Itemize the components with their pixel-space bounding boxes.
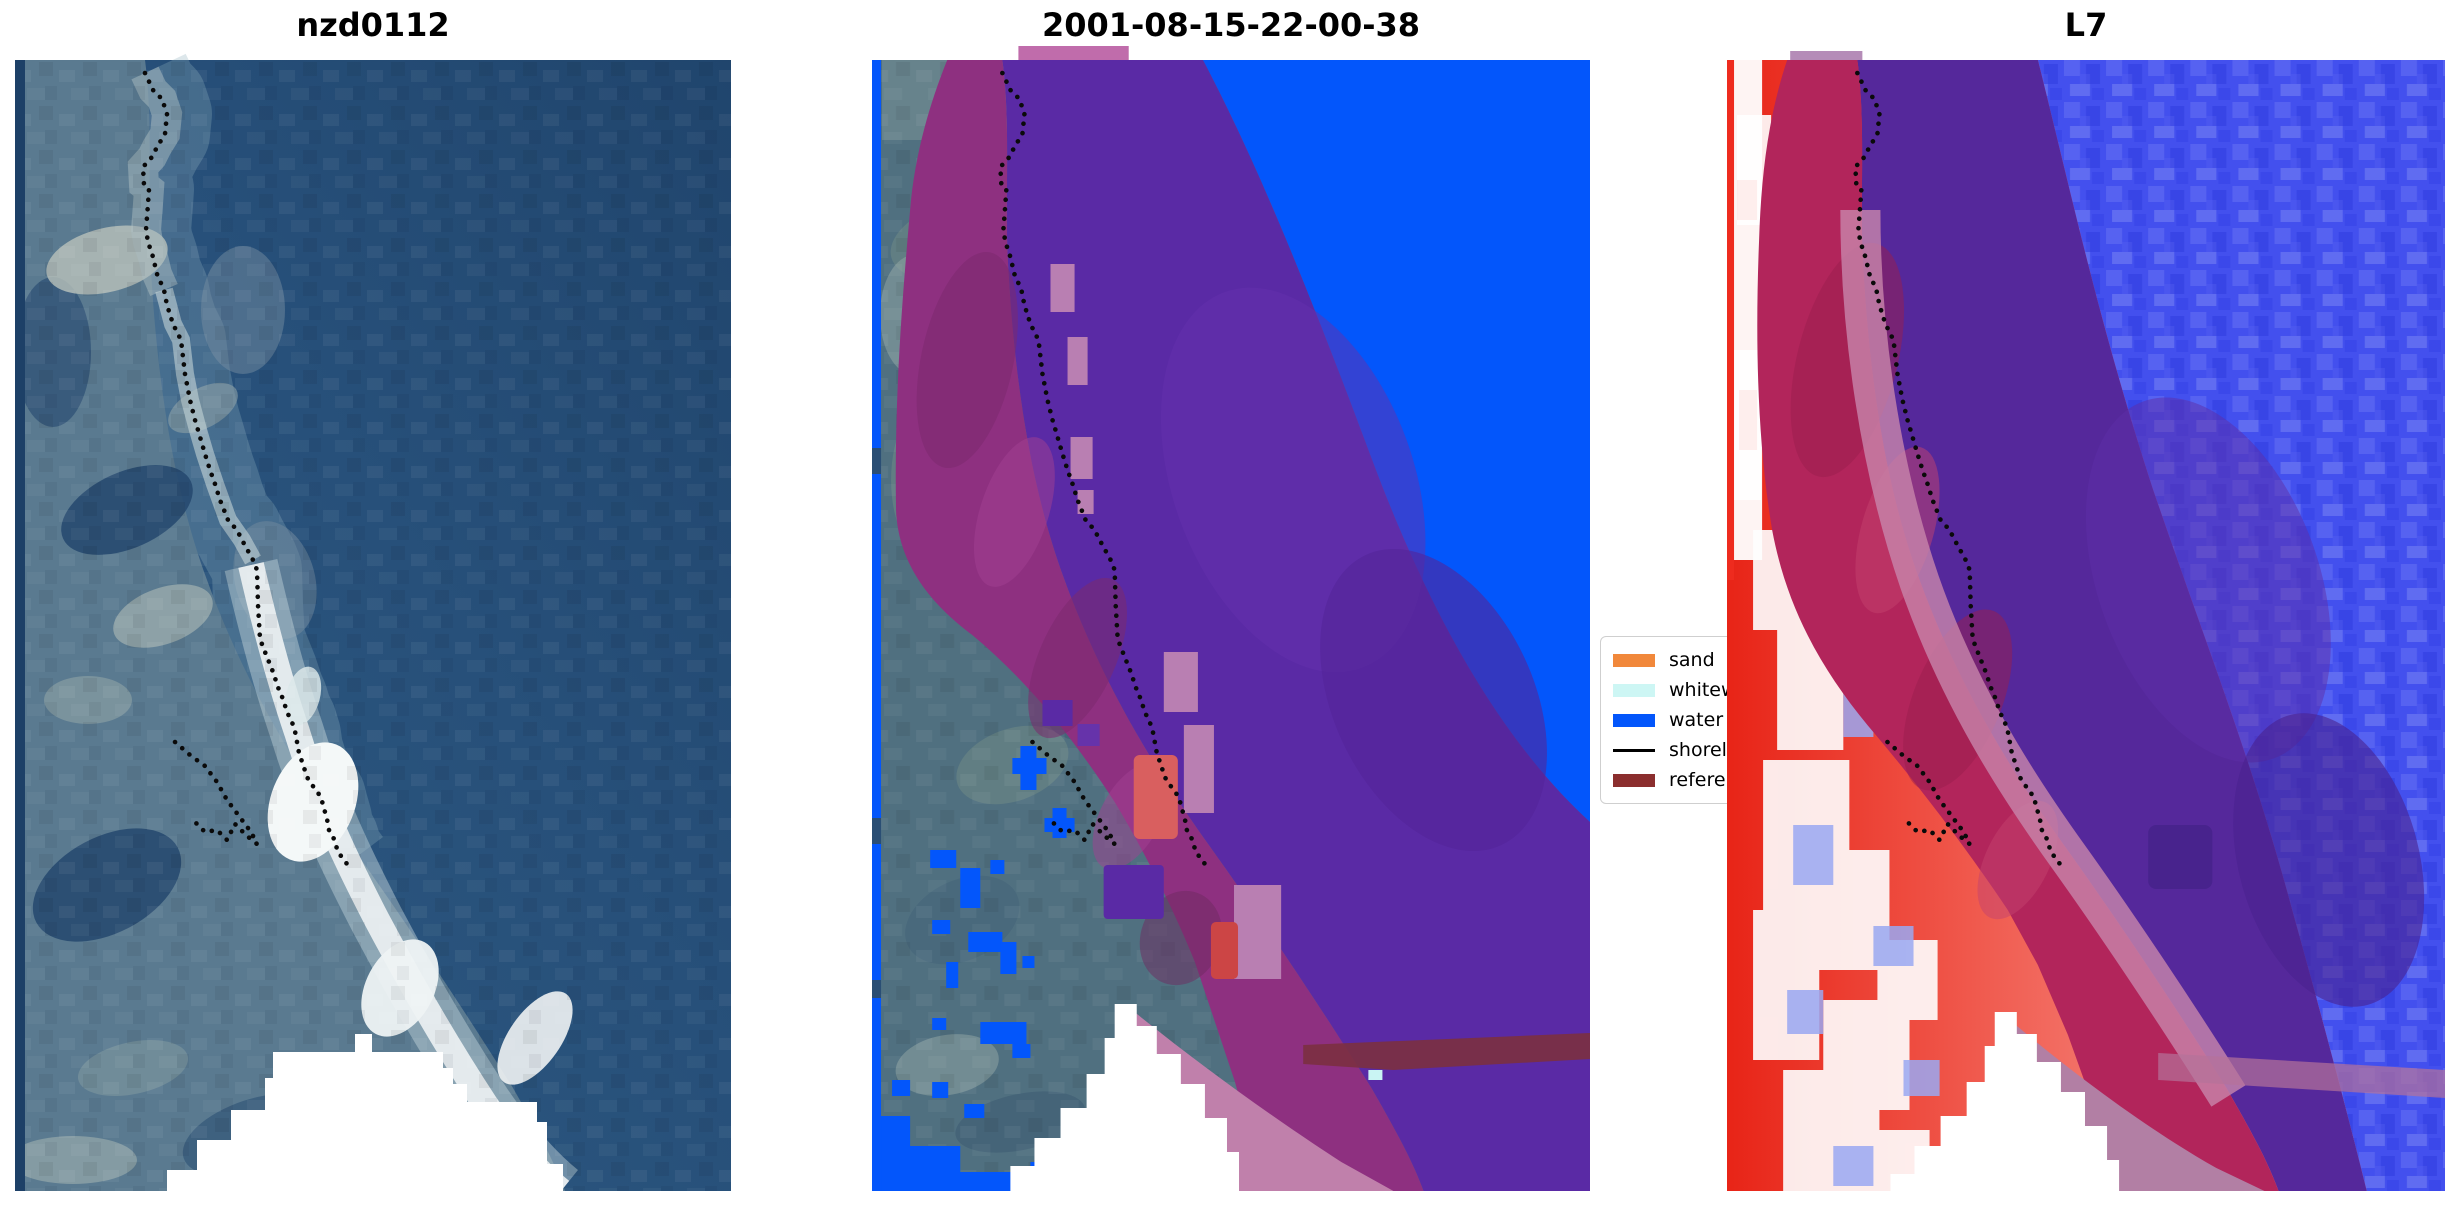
water-patches-inland (1042, 700, 1164, 919)
reference-band-over-land (895, 60, 1424, 1191)
shoreline-dots (998, 70, 1208, 867)
legend-label: water (1669, 709, 1724, 731)
satellite-rgb-plot (15, 46, 731, 1191)
band-texture (916, 251, 1222, 986)
legend-swatch-sand (1613, 653, 1655, 667)
panel-title-date: 2001-08-15-22-00-38 (1041, 6, 1421, 44)
sand-mauve-patches (1050, 264, 1282, 979)
nodata-notch (1010, 1004, 1240, 1191)
reference-band-over-land (1757, 60, 2279, 1191)
legend-item: water (1613, 705, 1831, 735)
mauve-streak (2158, 1053, 2445, 1098)
legend-swatch-reference-shoreline (1613, 773, 1655, 787)
legend-swatch-shoreline (1613, 748, 1655, 752)
l7-index-plot (1727, 51, 2445, 1191)
legend-swatch-water (1613, 713, 1655, 727)
left-edge-strip (15, 60, 25, 1191)
whitewater-pixel (1368, 1070, 1383, 1080)
band-top-cap (1790, 51, 1863, 61)
shoreline-dots (140, 70, 350, 867)
left-edge-water-strip (872, 60, 882, 1191)
legend-swatch-whitewater (1613, 683, 1655, 697)
panel-rgb-image (15, 46, 731, 1191)
panel-classified-image (872, 46, 1590, 1191)
dark-purple-patch (2148, 825, 2213, 889)
reference-shoreline-streak (1303, 1033, 1590, 1070)
nodata-notch (167, 1034, 563, 1191)
panel-title-l7: L7 (2064, 6, 2108, 44)
sand-red-patches (1133, 755, 1239, 979)
legend-label: sand (1669, 649, 1715, 671)
legend-item: sand (1613, 645, 1831, 675)
band-top-cap (1018, 46, 1129, 61)
panel-title-nzd0112: nzd0112 (296, 6, 450, 44)
panel-l7-image (1727, 46, 2445, 1191)
classification-plot (872, 46, 1590, 1191)
shoreline-dots (1853, 70, 2063, 867)
nodata-notch (1890, 1012, 2120, 1191)
shore-mauve-stripe (1840, 209, 2246, 1107)
